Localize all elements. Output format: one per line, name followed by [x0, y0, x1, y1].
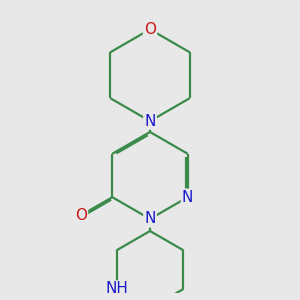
Text: N: N — [144, 114, 156, 129]
Text: N: N — [182, 190, 193, 205]
Text: NH: NH — [105, 281, 128, 296]
Text: N: N — [144, 212, 156, 226]
Text: O: O — [144, 22, 156, 37]
Text: O: O — [75, 208, 87, 223]
